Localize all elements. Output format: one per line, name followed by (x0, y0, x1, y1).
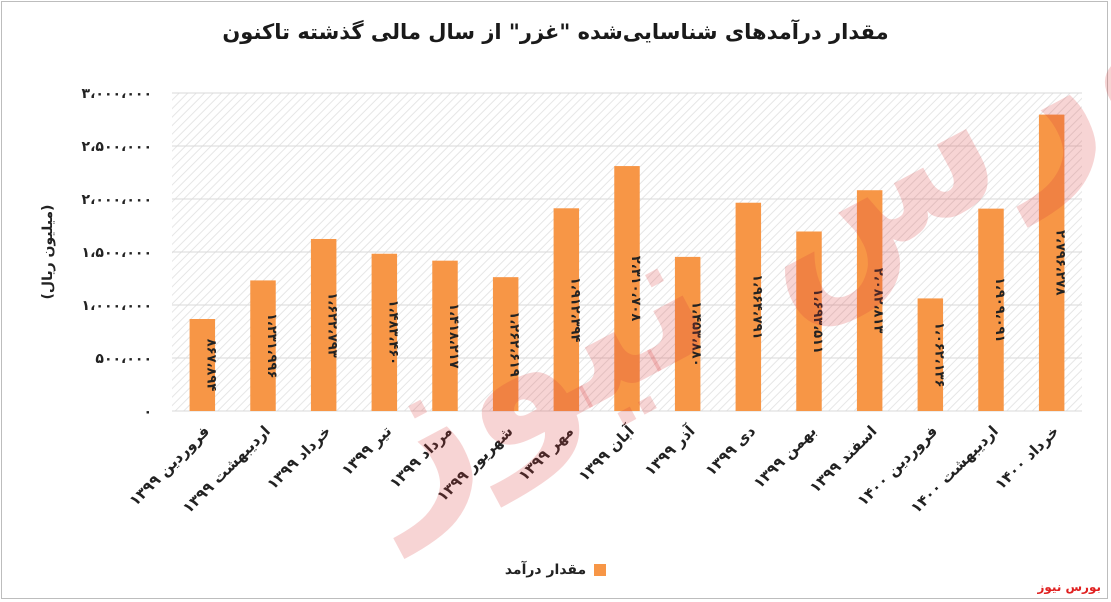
bar-data-label: ۱،۹۶۴،۷۹۱ (749, 274, 764, 339)
bar-data-label: ۱،۲۶۲،۶۱۹ (507, 311, 522, 376)
bar (250, 280, 276, 411)
bar-data-label: ۲،۰۸۲،۸۱۳ (871, 268, 886, 333)
bar-data-label: ۱،۶۲۲،۷۹۳ (325, 292, 340, 357)
y-tick-label: ۵۰۰،۰۰۰ (95, 351, 152, 367)
bar-data-label: ۱،۴۸۳،۴۶۰ (385, 300, 400, 365)
bar-data-label: ۲،۳۱۰،۷۰۸ (628, 256, 643, 321)
bar (1038, 114, 1065, 411)
bar-data-label: ۲،۷۹۶،۲۷۸ (1053, 230, 1068, 295)
bar (674, 256, 701, 411)
bar (796, 231, 822, 411)
x-tick-label: آذر ۱۳۹۹ (641, 421, 699, 479)
bar-data-label: ۱،۹۰۹،۰۹۱ (992, 277, 1007, 342)
bar-data-label: ۱،۲۳۱،۹۹۶ (264, 313, 279, 378)
bar (614, 166, 640, 411)
legend-label: مقدار درآمد (504, 562, 587, 578)
bar (856, 190, 883, 411)
y-axis-label: (میلیون ریال) (40, 205, 56, 300)
x-tick-label: آبان ۱۳۹۹ (575, 421, 639, 485)
bar-data-label: ۸۶۷،۸۹۴ (203, 339, 218, 392)
bar (310, 238, 337, 411)
x-tick-label: خرداد ۱۴۰۰ (991, 422, 1062, 493)
chart-legend: مقدار درآمد (0, 562, 1111, 578)
bar (917, 298, 944, 411)
bar (432, 260, 458, 411)
bar (189, 319, 216, 411)
y-tick-label: ۱،۵۰۰،۰۰۰ (82, 245, 152, 261)
bar (735, 202, 762, 411)
source-credit: بورس نیوز (1037, 580, 1101, 594)
bar (492, 277, 519, 411)
y-tick-label: ۰ (143, 404, 152, 420)
chart-title: مقدار درآمدهای شناسایی‌شده "غزر" از سال … (222, 20, 889, 44)
y-tick-label: ۱،۰۰۰،۰۰۰ (82, 298, 152, 314)
y-tick-label: ۳،۰۰۰،۰۰۰ (82, 86, 152, 102)
bar (978, 208, 1004, 411)
bar-data-label: ۱،۴۵۳،۸۸۰ (689, 301, 704, 366)
x-tick-label: مهر ۱۳۹۹ (515, 422, 577, 484)
bar (553, 208, 580, 411)
y-tick-label: ۲،۰۰۰،۰۰۰ (82, 192, 152, 208)
bar-data-label: ۱،۴۱۸،۲۱۷ (446, 303, 461, 368)
x-tick-label: خرداد ۱۳۹۹ (263, 422, 334, 493)
x-tick-label: دی ۱۳۹۹ (702, 422, 760, 480)
legend-swatch (594, 564, 607, 576)
x-tick-label: تیر ۱۳۹۹ (338, 422, 395, 479)
bar-data-label: ۱،۹۱۲،۳۹۴ (567, 277, 582, 342)
bar (371, 253, 398, 411)
bar-data-label: ۱،۶۹۳،۵۱۱ (810, 289, 825, 354)
bar-data-label: ۱،۰۶۲،۱۳۶ (931, 322, 946, 387)
y-tick-label: ۲،۵۰۰،۰۰۰ (82, 139, 152, 155)
